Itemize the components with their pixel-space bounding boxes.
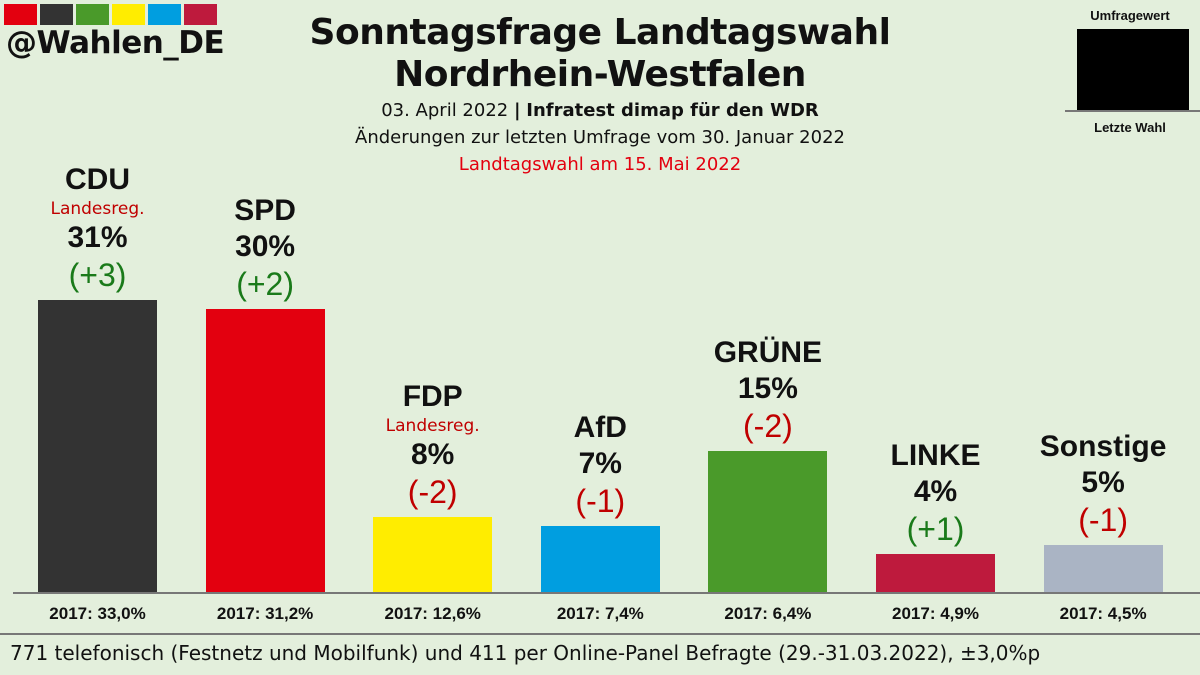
brand-color-swatch: [40, 4, 73, 25]
legend-swatch: [1077, 29, 1189, 110]
value-label: 30%: [235, 230, 296, 264]
title-line-1: Sonntagsfrage Landtagswahl: [309, 12, 891, 53]
bar-cdu: [38, 299, 157, 592]
party-name: AfD: [573, 411, 627, 445]
previous-result-label: 2017: 31,2%: [216, 604, 314, 623]
brand-color-swatch: [148, 4, 181, 25]
brand-color-swatch: [184, 4, 217, 25]
bar-afd: [540, 526, 660, 592]
bar-sonstige: [1043, 544, 1163, 592]
change-label: (+2): [236, 266, 294, 303]
party-name: GRÜNE: [713, 335, 823, 369]
footer-methodology: 771 telefonisch (Festnetz und Mobilfunk)…: [10, 641, 1041, 665]
brand-color-bars: [4, 4, 217, 25]
changes-note: Änderungen zur letzten Umfrage vom 30. J…: [355, 127, 845, 148]
bar-label-group: LINKE 4% (+1): [852, 438, 1020, 548]
bar-grüne: [708, 450, 828, 592]
party-name: LINKE: [890, 439, 981, 473]
bar-label-group: CDU Landesreg. 31% (+3): [14, 162, 182, 294]
title-line-2: Nordrhein-Westfalen: [394, 54, 806, 95]
change-label: (+1): [906, 511, 965, 548]
bar-spd: [205, 309, 325, 592]
change-label: (-1): [1078, 501, 1128, 538]
brand-color-swatch: [112, 4, 145, 25]
change-label: (-2): [743, 407, 793, 444]
bar-linke: [876, 554, 995, 592]
value-label: 8%: [411, 437, 455, 471]
legend-baseline: [1065, 110, 1200, 112]
election-note: Landtagswahl am 15. Mai 2022: [458, 154, 742, 175]
previous-result-label: 2017: 4,5%: [1059, 604, 1147, 623]
change-label: (-1): [575, 483, 626, 520]
previous-result-label: 2017: 12,6%: [384, 604, 481, 623]
value-label: 31%: [67, 220, 128, 254]
change-label: (-2): [407, 473, 458, 510]
previous-result-label: 2017: 7,4%: [556, 604, 644, 623]
institute: Infratest dimap für den WDR: [526, 100, 819, 121]
party-name: CDU: [65, 162, 130, 196]
value-label: 4%: [913, 475, 958, 509]
bar-label-group: GRÜNE 15% (-2): [684, 335, 852, 445]
party-name: SPD: [234, 194, 296, 228]
subtitle-source: 03. April 2022 | Infratest dimap für den…: [250, 100, 950, 121]
poll-date: 03. April 2022: [381, 100, 509, 121]
legend-poll-label: Umfragewert: [1090, 8, 1170, 23]
party-name: FDP: [402, 379, 463, 413]
government-badge: Landesreg.: [50, 198, 145, 219]
government-badge: Landesreg.: [385, 415, 480, 436]
bar-fdp: [373, 516, 493, 592]
legend-election-label: Letzte Wahl: [1094, 120, 1166, 135]
brand-color-swatch: [4, 4, 37, 25]
value-label: 7%: [578, 447, 622, 481]
previous-result-label: 2017: 4,9%: [892, 604, 979, 623]
chart-baseline: [13, 592, 1200, 594]
brand-handle: @Wahlen_DE: [6, 25, 225, 61]
bar-label-group: SPD 30% (+2): [181, 193, 349, 303]
change-label: (+3): [68, 256, 127, 293]
value-label: 15%: [737, 371, 798, 405]
bar-label-group: Sonstige 5% (-1): [1019, 429, 1187, 539]
bar-label-group: AfD 7% (-1): [516, 410, 684, 520]
bar-label-group: FDP Landesreg. 8% (-2): [349, 379, 517, 511]
value-label: 5%: [1081, 465, 1125, 499]
separator: |: [513, 100, 521, 121]
previous-result-label: 2017: 6,4%: [724, 604, 812, 623]
footer-divider: [0, 633, 1200, 635]
brand-color-swatch: [76, 4, 109, 25]
party-name: Sonstige: [1039, 429, 1167, 463]
previous-result-label: 2017: 33,0%: [49, 604, 146, 623]
chart-title: Sonntagsfrage Landtagswahl Nordrhein-Wes…: [250, 12, 950, 96]
